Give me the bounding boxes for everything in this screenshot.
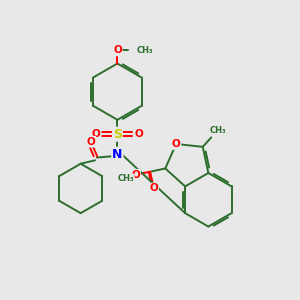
Text: O: O bbox=[92, 129, 100, 139]
Text: O: O bbox=[87, 137, 95, 147]
Text: S: S bbox=[113, 128, 122, 141]
Text: O: O bbox=[149, 184, 158, 194]
Text: CH₃: CH₃ bbox=[209, 126, 226, 135]
Text: N: N bbox=[112, 148, 123, 160]
Text: CH₃: CH₃ bbox=[136, 46, 153, 55]
Text: O: O bbox=[113, 46, 122, 56]
Text: CH₃: CH₃ bbox=[117, 174, 134, 183]
Text: O: O bbox=[131, 170, 140, 180]
Text: O: O bbox=[134, 129, 143, 139]
Text: O: O bbox=[172, 139, 181, 149]
